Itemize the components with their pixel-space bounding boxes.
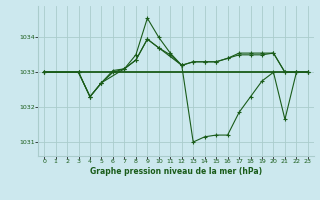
X-axis label: Graphe pression niveau de la mer (hPa): Graphe pression niveau de la mer (hPa) <box>90 167 262 176</box>
